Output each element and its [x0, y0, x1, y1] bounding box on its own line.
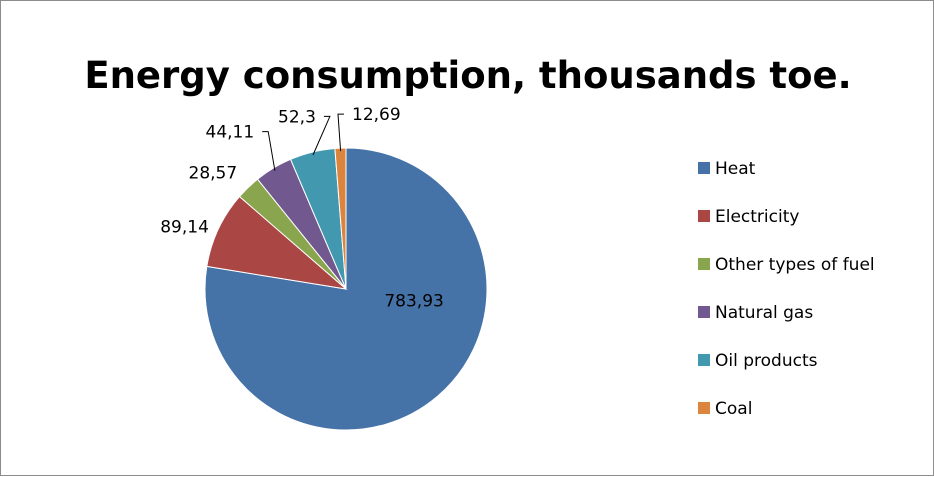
- legend-swatch-other-types-of-fuel: [698, 258, 710, 270]
- chart-title: Energy consumption, thousands toe.: [84, 54, 851, 97]
- legend-label-coal: Coal: [715, 399, 752, 419]
- data-label-heat: 783,93: [384, 292, 443, 312]
- pie-slices: [204, 147, 488, 431]
- data-label-other-types-of-fuel: 28,57: [189, 163, 238, 183]
- leader-lines: [262, 113, 344, 171]
- legend-label-natural-gas: Natural gas: [715, 303, 813, 323]
- legend: Heat Electricity Other types of fuel Natura…: [698, 159, 875, 419]
- data-label-electricity: 89,14: [160, 218, 209, 238]
- leader-line-coal: [337, 113, 344, 152]
- leader-line-oil-products: [312, 115, 331, 156]
- legend-label-other-types-of-fuel: Other types of fuel: [715, 255, 875, 275]
- legend-label-heat: Heat: [715, 159, 756, 179]
- data-labels: 783,93 89,14 28,57 44,11 52,3 12,69: [160, 105, 444, 311]
- legend-swatch-heat: [698, 162, 710, 174]
- pie-slice-heat: [204, 147, 488, 431]
- legend-swatch-oil-products: [698, 354, 710, 366]
- legend-swatch-natural-gas: [698, 306, 710, 318]
- data-label-natural-gas: 44,11: [206, 123, 255, 143]
- leader-line-natural-gas: [262, 131, 276, 171]
- legend-swatch-coal: [698, 402, 710, 414]
- legend-label-oil-products: Oil products: [715, 351, 818, 371]
- data-label-oil-products: 52,3: [278, 107, 316, 127]
- legend-label-electricity: Electricity: [715, 207, 799, 227]
- legend-swatch-electricity: [698, 210, 710, 222]
- data-label-coal: 12,69: [352, 105, 401, 125]
